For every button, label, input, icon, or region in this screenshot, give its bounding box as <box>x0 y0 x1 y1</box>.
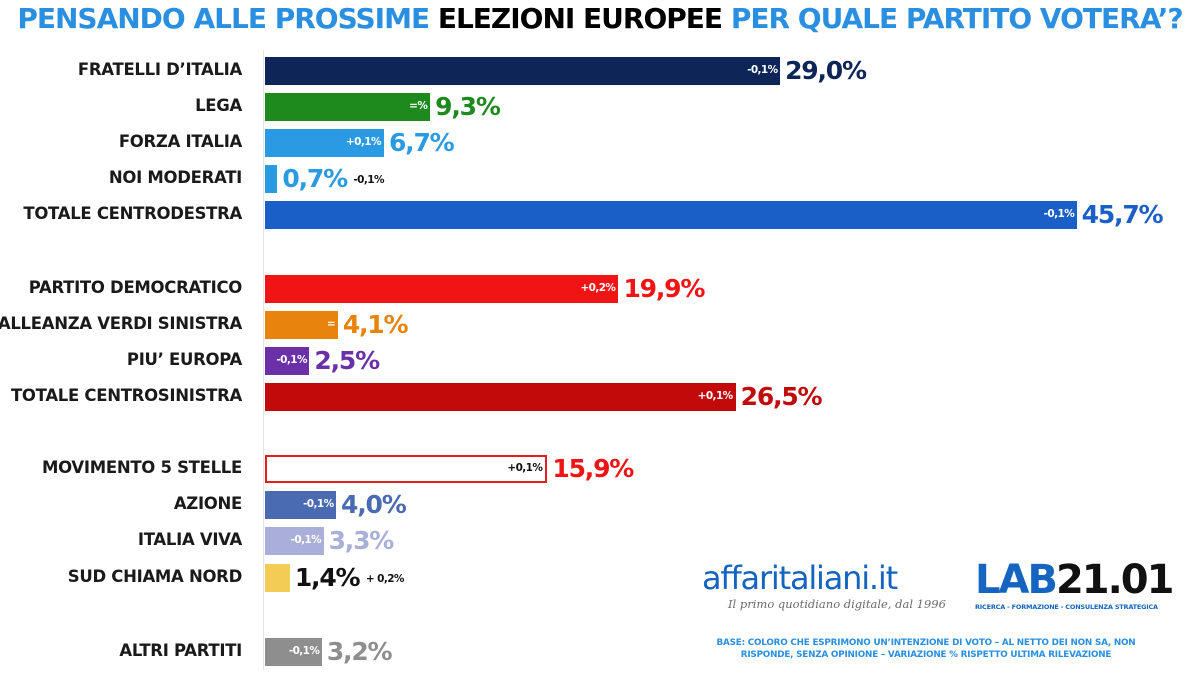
change-label: -0,1% <box>276 354 307 366</box>
value-label: 19,9% <box>623 274 705 303</box>
value-label: 45,7% <box>1081 200 1164 229</box>
bar <box>265 347 310 375</box>
change-label: +0,1% <box>697 390 734 402</box>
axis-line <box>263 50 264 670</box>
value-label: 6,7% <box>388 128 455 157</box>
change-label: = <box>326 318 336 330</box>
category-label: FRATELLI D’ITALIA <box>77 60 242 79</box>
lab-logo-part-1: LAB <box>975 557 1058 603</box>
change-label: +0,2% <box>580 282 616 294</box>
value-label: 3,3% <box>328 526 395 555</box>
category-label: MOVIMENTO 5 STELLE <box>42 458 242 477</box>
change-label: + 0,2% <box>365 573 405 585</box>
affaritaliani-logo: affaritaliani.it Il primo quotidiano dig… <box>702 560 946 611</box>
chart-title: PENSANDO ALLE PROSSIME ELEZIONI EUROPEE … <box>0 2 1200 35</box>
value-label: 9,3% <box>435 92 501 121</box>
lab-tagline: RICERCA - FORMAZIONE - CONSULENZA STRATE… <box>975 603 1158 611</box>
value-label: 1,4% <box>294 563 361 592</box>
bar <box>265 93 431 121</box>
value-label: 0,7% <box>282 164 348 193</box>
title-part-2: ELEZIONI EUROPEE <box>437 2 723 35</box>
bar <box>265 527 324 555</box>
title-part-1: PENSANDO ALLE PROSSIME <box>17 2 430 35</box>
bar <box>265 383 736 411</box>
bar <box>265 564 290 592</box>
bar <box>265 455 548 483</box>
change-label: -0,1% <box>1043 208 1075 220</box>
lab-logo-part-2: 21.01 <box>1055 557 1175 603</box>
value-label: 26,5% <box>740 382 823 411</box>
change-label: -0,1% <box>303 498 334 510</box>
lab-logo-text: LAB21.01 <box>975 557 1174 603</box>
change-label: =% <box>409 100 428 112</box>
value-label: 4,1% <box>342 310 409 339</box>
title-part-3: PER QUALE PARTITO VOTERA’? <box>730 2 1184 35</box>
category-label: LEGA <box>195 96 242 115</box>
value-label: 3,2% <box>326 637 393 666</box>
bar <box>265 57 781 85</box>
bar <box>265 129 384 157</box>
category-label: SUD CHIAMA NORD <box>67 567 243 586</box>
category-label: PIU’ EUROPA <box>126 350 242 369</box>
value-label: 15,9% <box>552 454 634 483</box>
bar <box>265 275 619 303</box>
change-label: +0,1% <box>507 462 543 474</box>
bar <box>265 165 278 193</box>
category-label: TOTALE CENTROSINISTRA <box>10 386 242 405</box>
change-label: -0,1% <box>288 645 320 657</box>
change-label: -0,1% <box>747 64 778 76</box>
footnote: BASE: COLORO CHE ESPRIMONO UN’INTENZIONE… <box>716 638 1136 660</box>
brand-name: affaritaliani.it <box>702 559 898 597</box>
category-label: ALTRI PARTITI <box>119 641 242 660</box>
value-label: 4,0% <box>341 490 407 519</box>
category-label: ITALIA VIVA <box>137 530 242 549</box>
brand-tagline: Il primo quotidiano digitale, dal 1996 <box>728 597 946 611</box>
lab2101-logo: LAB21.01 RICERCA - FORMAZIONE - CONSULEN… <box>975 557 1174 611</box>
change-label: -0,1% <box>290 534 322 546</box>
category-label: ALLEANZA VERDI SINISTRA <box>0 314 242 333</box>
change-label: -0,1% <box>353 174 384 186</box>
category-label: NOI MODERATI <box>108 168 242 187</box>
category-label: PARTITO DEMOCRATICO <box>28 278 243 297</box>
category-label: AZIONE <box>173 494 242 513</box>
change-label: +0,1% <box>345 136 382 148</box>
bar <box>265 638 322 666</box>
category-label: FORZA ITALIA <box>118 132 242 151</box>
value-label: 2,5% <box>314 346 380 375</box>
bar <box>265 311 338 339</box>
value-label: 29,0% <box>785 56 867 85</box>
category-label: TOTALE CENTRODESTRA <box>23 204 242 223</box>
bar <box>265 491 337 519</box>
bar <box>265 201 1077 229</box>
